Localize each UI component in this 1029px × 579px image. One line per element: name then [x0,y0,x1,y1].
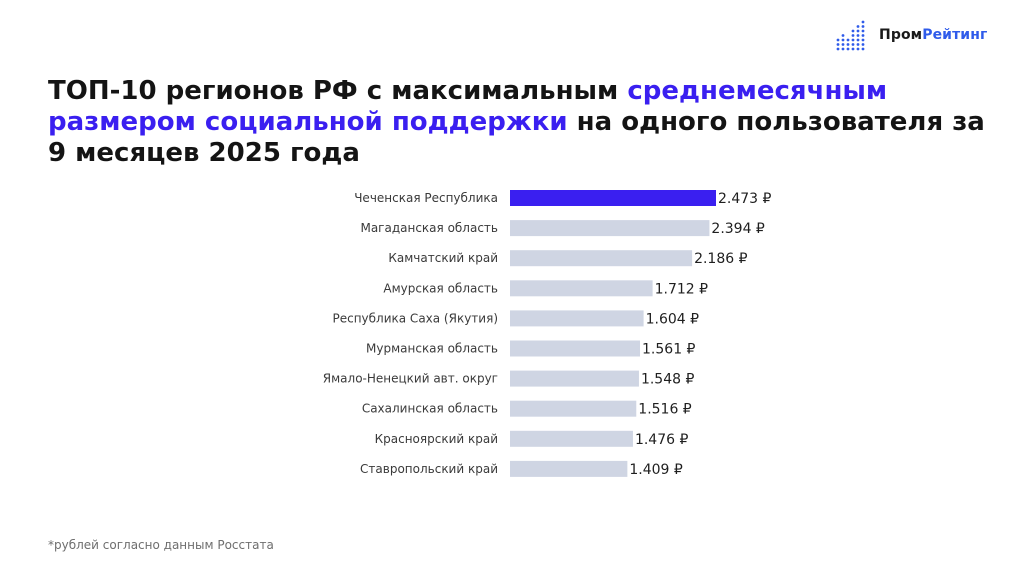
title-part1: ТОП-10 регионов РФ с максимальным [48,76,628,106]
category-label: Ямало-Ненецкий авт. округ [323,372,498,386]
title-highlight: среднемесячным размером социальной подде… [48,76,888,137]
brand-logo: ПромРейтинг [834,18,987,52]
bar [510,220,710,237]
bar [510,190,716,206]
value-label: 2.473 ₽ [718,191,772,207]
bar-dots-logo-icon [836,20,865,51]
bar [510,250,693,267]
value-label: 1.409 ₽ [629,462,683,478]
title-part2: на одного пользователя за 9 месяцев 2025… [48,107,985,168]
category-label: Ставропольский край [360,462,498,476]
bar [510,370,639,387]
value-label: 1.476 ₽ [635,432,689,448]
category-label: Мурманская область [366,342,498,356]
value-label: 1.516 ₽ [638,402,692,418]
category-label: Чеченская Республика [354,191,498,205]
category-label: Магаданская область [360,221,498,235]
chart-title: ТОП-10 регионов РФ с максимальным средне… [48,76,998,169]
bar [510,310,644,327]
category-label: Красноярский край [375,432,498,446]
bar [510,340,641,357]
bar [510,430,633,447]
category-label: Амурская область [383,281,498,295]
category-label: Республика Саха (Якутия) [332,311,498,325]
value-label: 1.604 ₽ [646,311,700,327]
value-label: 2.394 ₽ [711,221,765,237]
category-label: Камчатский край [388,251,498,265]
bar [510,280,653,297]
brand-name-part2: Рейтинг [922,27,988,43]
footnote: *рублей согласно данным Росстата [48,538,274,552]
brand-name: ПромРейтинг [879,27,987,43]
category-label: Сахалинская область [362,402,498,416]
brand-name-part1: Пром [879,27,923,43]
bar [510,460,628,477]
bar [510,400,637,417]
value-label: 2.186 ₽ [694,251,748,267]
value-label: 1.712 ₽ [655,281,709,297]
value-label: 1.548 ₽ [641,372,695,388]
value-label: 1.561 ₽ [642,342,696,358]
bar-chart: Чеченская Республика 2.473 ₽ Магаданская о… [323,190,772,478]
